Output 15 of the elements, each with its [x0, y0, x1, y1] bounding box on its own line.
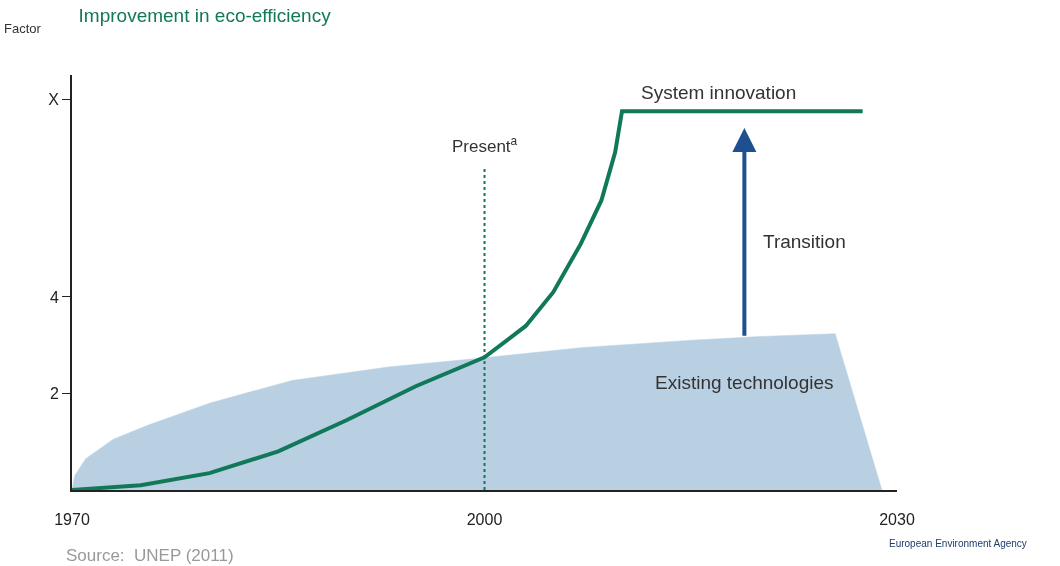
x-tick-label: 1970	[54, 511, 90, 529]
annotation: Existing technologies	[655, 372, 834, 393]
x-tick-label: 2030	[879, 511, 915, 529]
annotation: Transition	[763, 231, 846, 252]
chart-title: Improvement in eco-efficiency	[78, 4, 332, 26]
annotation: System innovation	[641, 82, 797, 103]
line-series	[72, 109, 865, 490]
text: European Environment Agency	[889, 538, 1027, 549]
y-axis-title: Factor	[4, 21, 42, 36]
source-note: Source: UNEP (2011)	[66, 546, 234, 565]
ref-line-label: Present$^{a}$	[452, 134, 518, 157]
y-tick-label: 4	[49, 288, 59, 306]
y-tick-label: X	[48, 90, 60, 108]
y-tick-label: 2	[49, 385, 59, 403]
x-tick-label: 2000	[466, 511, 503, 529]
